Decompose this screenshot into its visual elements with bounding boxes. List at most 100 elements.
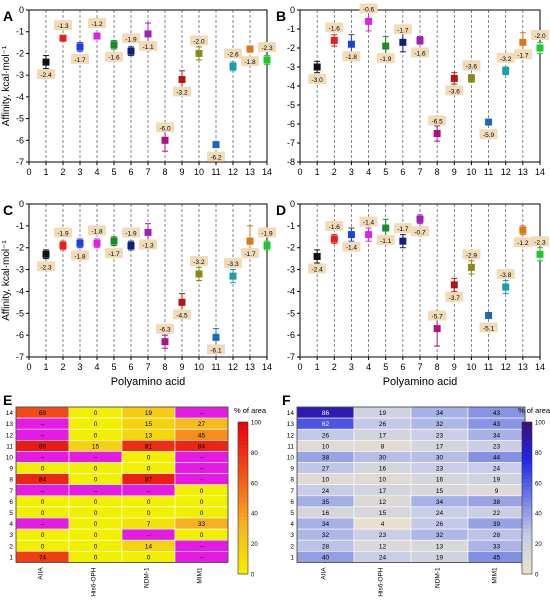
colorbar-tick-label: 60 [251,481,258,487]
colorbar-segment [238,429,248,434]
row-label: 10 [287,454,295,461]
data-point [502,67,510,75]
colorbar-segment [522,490,532,495]
cell-value: 39 [493,521,501,528]
cell-value: 43 [493,410,501,417]
row-label: 12 [287,432,295,439]
cell-value: 0 [200,510,204,517]
x-tick-label: 6 [400,167,405,177]
cell-value: 24 [322,488,330,495]
y-tick-label: -3 [287,265,295,275]
panel-b: B0 1 2 3 4 5 6 7 8 9 10 11 12 13 14-8-7-6-5-4-3-2-10-3… [276,3,549,177]
x-axis-title: Polyamino acid [111,376,186,388]
cell-value: 0 [41,466,45,473]
colorbar-segment [522,498,532,503]
column-label: NDM-1 [435,567,442,588]
data-point [485,311,493,319]
colorbar-segment [238,536,248,541]
colorbar-segment [238,539,248,544]
colorbar-segment [522,570,532,575]
row-label: 8 [290,477,294,484]
cell-value: -- [40,488,44,495]
cell-value: 12 [379,499,387,506]
colorbar-segment [238,528,248,533]
colorbar-segment [522,501,532,506]
colorbar-segment [522,539,532,544]
column-label: AIIA [38,567,45,580]
cell-value: 0 [200,532,204,539]
x-tick-label: 7 [145,362,150,372]
cell-value: -- [199,477,203,484]
cell-value: 19 [379,410,387,417]
value-label: -1.8 [91,228,103,235]
x-tick-label: 2 [332,167,337,177]
x-tick-label: 13 [245,167,255,177]
row-label: 4 [290,521,294,528]
cell-value: 0 [200,499,204,506]
y-tick-label: -2 [16,243,24,253]
x-tick-label: 3 [349,167,354,177]
value-label-box [393,24,412,35]
colorbar-tick-label: 100 [535,421,546,427]
x-tick-label: 6 [128,362,133,372]
row-label: 3 [9,532,13,539]
value-label: -1.7 [244,251,256,258]
value-label: -5.9 [483,132,495,139]
value-label: -1.9 [380,56,392,63]
data-point [212,141,220,149]
cell-value: 26 [322,432,330,439]
data-point [502,283,510,291]
x-tick-label: 11 [484,167,493,177]
x-tick-label: 5 [111,362,116,372]
value-label: -1.7 [397,27,409,34]
cell-value: 13 [145,432,153,439]
value-label-box [190,35,208,46]
colorbar-segment [238,543,248,548]
cell-value: 0 [41,543,45,550]
cell-value: 69 [39,410,47,417]
value-label-box [122,33,140,44]
cell-value: 23 [436,432,444,439]
x-tick-label: 13 [518,362,528,372]
value-label-box [224,48,242,59]
cell-value: 17 [379,432,387,439]
colorbar-segment [522,528,532,533]
value-label-box [224,258,242,269]
data-point [263,242,271,250]
cell-value: 9 [495,488,499,495]
cell-value: 22 [493,510,501,517]
value-label-box [241,248,259,259]
data-point [347,231,355,239]
colorbar-segment [522,532,532,537]
cell-value: 0 [94,432,98,439]
value-label-box [342,51,361,62]
x-tick-label: 3 [349,362,354,372]
panel-d: D0 1 2 3 4 5 6 7 8 9 10 11 12 13 14-7-6-5-4-3-2-10Poly… [276,199,549,388]
colorbar-segment [238,471,248,476]
panel-c: C0 1 2 3 4 5 6 7 8 9 10 11 12 13 14-7-6-5-4-3-2-10Affi… [1,199,276,388]
value-label-box [496,269,515,280]
data-point [519,38,527,46]
colorbar-segment [522,467,532,472]
value-label-box [462,60,481,71]
row-label: 12 [6,432,14,439]
value-label: -1.6 [329,25,341,32]
cell-value: 38 [493,499,501,506]
cell-value: 43 [493,421,501,428]
cell-value: -- [199,554,203,561]
y-tick-label: -5 [287,100,295,110]
colorbar-segment [238,482,248,487]
cell-value: 15 [92,443,100,450]
row-label: 6 [290,499,294,506]
colorbar-segment [522,517,532,522]
data-point [76,239,84,247]
value-label: -2.9 [466,252,478,259]
value-label: -1.8 [74,253,86,260]
x-tick-label: 2 [60,167,65,177]
value-label: -3.2 [193,259,205,266]
cell-value: 17 [436,443,444,450]
value-label: -1.6 [329,224,341,231]
cell-value: 10 [379,477,387,484]
value-label: -1.9 [125,231,137,238]
colorbar-segment [238,498,248,503]
